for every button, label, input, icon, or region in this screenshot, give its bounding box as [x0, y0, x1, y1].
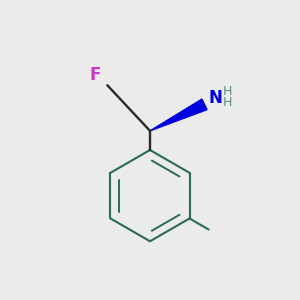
Text: H: H — [223, 96, 232, 110]
Text: N: N — [209, 88, 223, 106]
Polygon shape — [150, 99, 207, 131]
Text: H: H — [223, 85, 232, 98]
Text: F: F — [90, 66, 101, 84]
